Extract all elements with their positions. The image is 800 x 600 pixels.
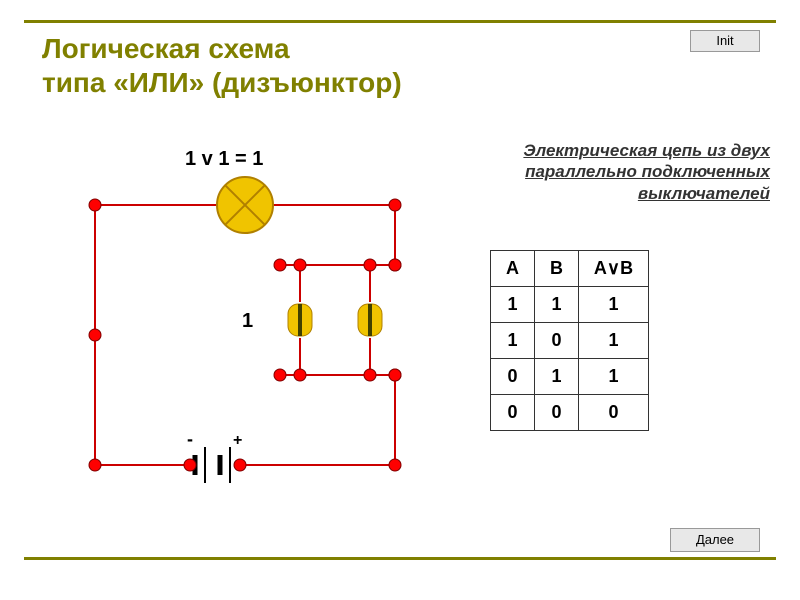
table-row: 101 <box>491 323 649 359</box>
svg-text:-: - <box>187 429 193 449</box>
truth-table: ABA∨B 111101011000 <box>490 250 649 431</box>
table-row: 000 <box>491 395 649 431</box>
truth-header: B <box>535 251 579 287</box>
title-line1: Логическая схема <box>42 33 290 64</box>
init-button[interactable]: Init <box>690 30 760 52</box>
circuit-diagram: +- <box>75 175 415 495</box>
logic-expression: 1 v 1 = 1 <box>185 148 263 171</box>
table-row: 011 <box>491 359 649 395</box>
title-line2: типа «ИЛИ» (дизъюнктор) <box>42 67 402 98</box>
table-row: 111 <box>491 287 649 323</box>
circuit-description: Электрическая цепь из двух параллельно п… <box>440 140 770 204</box>
truth-header: A∨B <box>579 251 649 287</box>
slide-title: Логическая схема типа «ИЛИ» (дизъюнктор) <box>42 32 402 99</box>
svg-text:+: + <box>233 432 242 449</box>
next-button[interactable]: Далее <box>670 528 760 552</box>
truth-header: A <box>491 251 535 287</box>
